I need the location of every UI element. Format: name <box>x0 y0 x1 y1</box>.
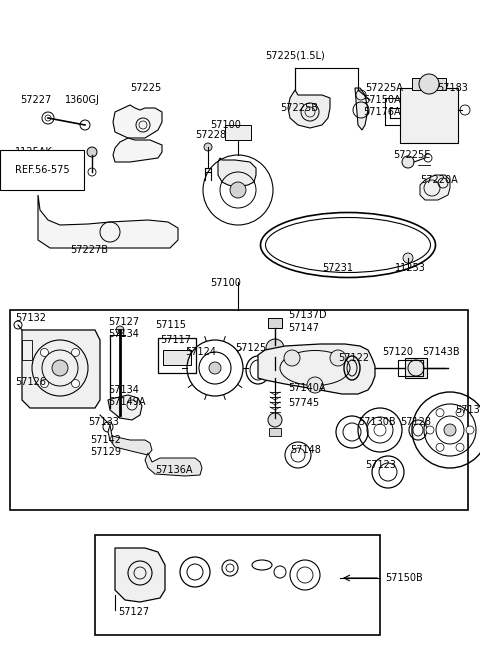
Circle shape <box>40 379 48 388</box>
Polygon shape <box>22 330 100 408</box>
Circle shape <box>402 156 414 168</box>
Text: 57149A: 57149A <box>108 397 145 407</box>
Circle shape <box>52 360 68 376</box>
Circle shape <box>230 182 246 198</box>
Text: 57100: 57100 <box>210 120 241 130</box>
Polygon shape <box>113 105 162 138</box>
Text: 57117: 57117 <box>160 335 191 345</box>
Circle shape <box>436 443 444 451</box>
Text: 57125: 57125 <box>235 343 266 353</box>
Bar <box>412 78 446 90</box>
Circle shape <box>209 362 221 374</box>
Text: 57100: 57100 <box>210 278 241 288</box>
Circle shape <box>436 409 444 417</box>
Text: 57127: 57127 <box>108 317 139 327</box>
Text: 57220A: 57220A <box>420 175 458 185</box>
Bar <box>398 360 423 376</box>
Text: 57120: 57120 <box>382 347 413 357</box>
Polygon shape <box>108 425 152 455</box>
Text: 57127: 57127 <box>118 607 149 617</box>
Text: 57128: 57128 <box>400 417 431 427</box>
Bar <box>225 125 251 140</box>
Text: 57115: 57115 <box>155 320 186 330</box>
Text: REF.56-575: REF.56-575 <box>15 165 70 175</box>
Text: 57148: 57148 <box>290 445 321 455</box>
Circle shape <box>284 350 300 366</box>
Circle shape <box>426 426 434 434</box>
Polygon shape <box>145 453 202 476</box>
Polygon shape <box>108 395 142 420</box>
Bar <box>158 338 196 373</box>
Circle shape <box>87 147 97 157</box>
Polygon shape <box>420 175 450 200</box>
Text: 57140A: 57140A <box>288 383 325 393</box>
Bar <box>22 340 32 360</box>
Text: 57225: 57225 <box>130 83 161 93</box>
Bar <box>163 350 191 365</box>
Text: 57176A: 57176A <box>363 107 401 117</box>
Text: 57745: 57745 <box>288 398 319 408</box>
Bar <box>268 318 282 328</box>
Circle shape <box>266 339 284 357</box>
Text: 57131: 57131 <box>455 405 480 415</box>
Circle shape <box>466 426 474 434</box>
Text: 1360GJ: 1360GJ <box>65 95 100 105</box>
Text: 57227: 57227 <box>20 95 51 105</box>
Text: 57133: 57133 <box>88 417 119 427</box>
Circle shape <box>72 379 80 388</box>
Text: 57129: 57129 <box>90 447 121 457</box>
Polygon shape <box>218 158 256 187</box>
Polygon shape <box>115 548 165 602</box>
Text: 57126: 57126 <box>15 377 46 387</box>
Text: 57225E: 57225E <box>393 150 431 160</box>
Text: 57123: 57123 <box>365 460 396 470</box>
Circle shape <box>403 253 413 263</box>
Text: 57136A: 57136A <box>155 465 192 475</box>
Text: 57231: 57231 <box>322 263 353 273</box>
Text: 57130B: 57130B <box>358 417 396 427</box>
Circle shape <box>40 348 48 356</box>
Bar <box>10 310 468 510</box>
Text: 57122: 57122 <box>338 353 369 363</box>
Circle shape <box>116 326 124 334</box>
Polygon shape <box>258 344 375 394</box>
Text: 57228: 57228 <box>195 130 226 140</box>
Circle shape <box>456 443 464 451</box>
Text: 57183: 57183 <box>437 83 468 93</box>
Circle shape <box>456 409 464 417</box>
Circle shape <box>330 350 346 366</box>
Polygon shape <box>113 138 162 162</box>
Polygon shape <box>38 195 178 248</box>
Polygon shape <box>288 90 330 128</box>
Text: 57134: 57134 <box>108 385 139 395</box>
Circle shape <box>72 348 80 356</box>
Circle shape <box>307 377 323 393</box>
Bar <box>95 535 380 635</box>
Circle shape <box>204 143 212 151</box>
Text: 57132: 57132 <box>15 313 46 323</box>
Text: 57225B: 57225B <box>280 103 318 113</box>
Text: 57137D: 57137D <box>288 310 326 320</box>
Text: 57150B: 57150B <box>385 573 423 583</box>
Circle shape <box>117 412 123 418</box>
Text: 57150A: 57150A <box>363 95 401 105</box>
Circle shape <box>45 115 51 121</box>
Polygon shape <box>355 88 368 130</box>
Text: 57142: 57142 <box>90 435 121 445</box>
Text: 57143B: 57143B <box>422 347 460 357</box>
Text: 57134: 57134 <box>108 329 139 339</box>
Text: 57225A: 57225A <box>365 83 403 93</box>
Bar <box>405 358 427 378</box>
Text: 1125AK: 1125AK <box>15 147 53 157</box>
Text: 57225(1.5L): 57225(1.5L) <box>265 50 325 60</box>
Circle shape <box>268 413 282 427</box>
Text: 57147: 57147 <box>288 323 319 333</box>
Bar <box>400 88 458 143</box>
Bar <box>269 428 281 436</box>
Circle shape <box>444 424 456 436</box>
Circle shape <box>419 74 439 94</box>
Text: 57124: 57124 <box>185 347 216 357</box>
Text: 11253: 11253 <box>395 263 426 273</box>
Text: 57227B: 57227B <box>70 245 108 255</box>
